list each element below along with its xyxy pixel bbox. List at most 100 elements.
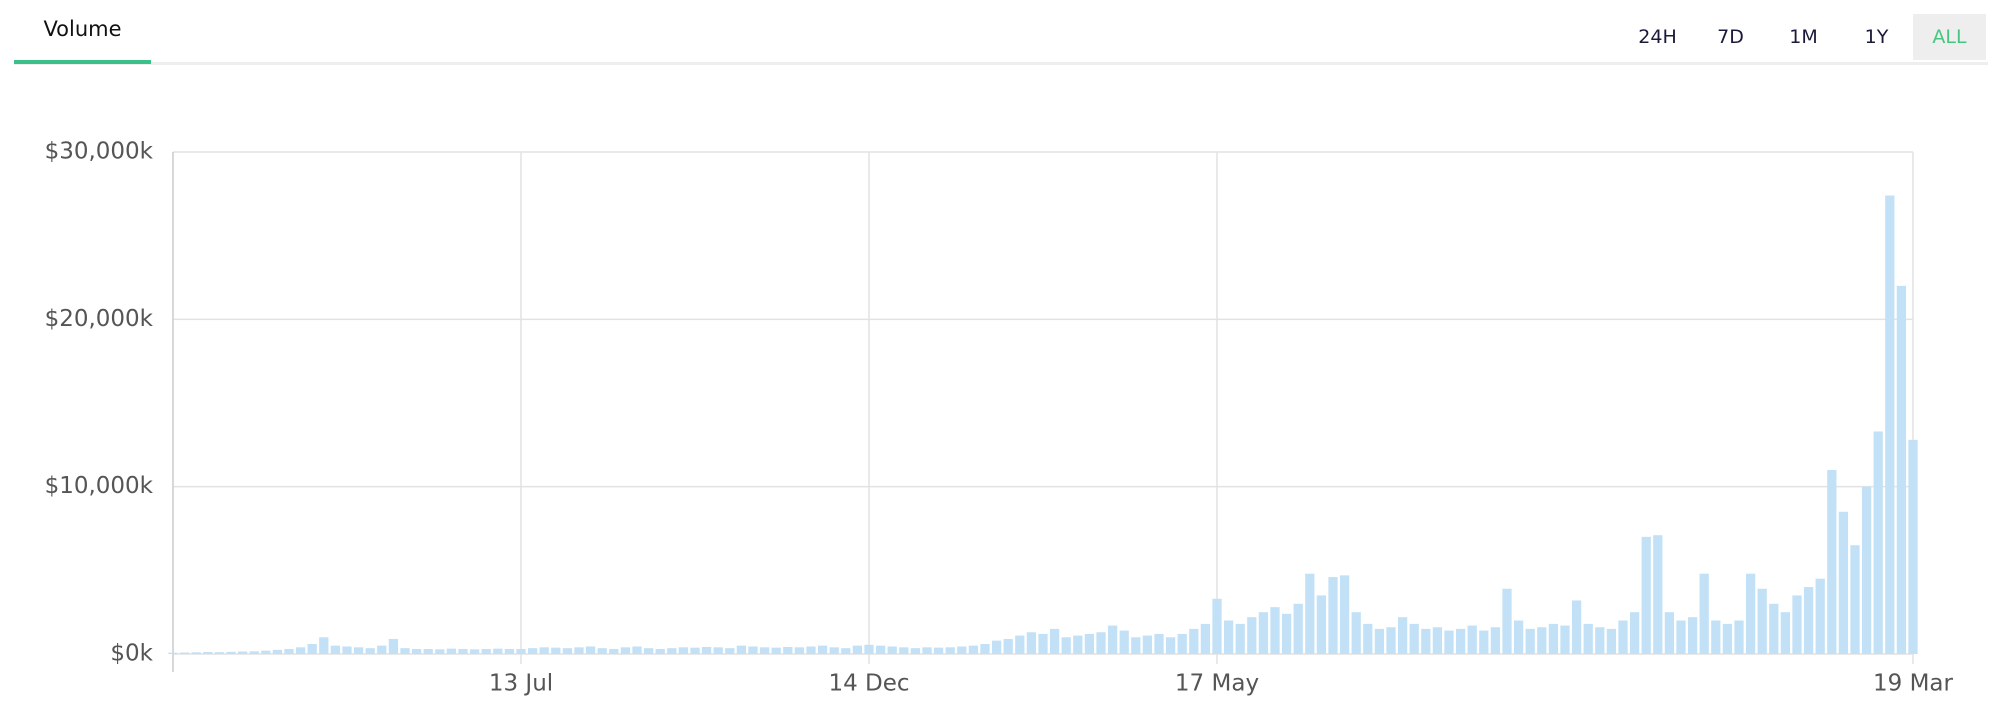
bar xyxy=(899,647,909,654)
bar xyxy=(1467,625,1477,654)
bar xyxy=(701,646,712,654)
bar xyxy=(1409,623,1419,654)
bar xyxy=(620,647,631,654)
bar xyxy=(585,646,596,654)
bar xyxy=(1571,600,1582,654)
y-tick-label: $20,000k xyxy=(45,306,154,332)
x-tick-label: 14 Dec xyxy=(828,671,909,697)
bar xyxy=(713,647,723,654)
bar xyxy=(1247,617,1257,654)
bar xyxy=(214,652,225,654)
bar xyxy=(968,645,979,654)
bar xyxy=(365,648,375,654)
bar xyxy=(1455,628,1466,654)
bar xyxy=(1861,486,1872,654)
bar xyxy=(179,652,190,654)
bar xyxy=(1711,620,1721,654)
x-tick-label: 17 May xyxy=(1175,671,1259,697)
bar xyxy=(435,649,445,654)
bar xyxy=(783,646,793,654)
bar xyxy=(829,647,839,654)
bar xyxy=(957,646,967,654)
bar xyxy=(342,646,352,654)
bar xyxy=(1745,573,1756,654)
bar xyxy=(400,648,410,654)
bar xyxy=(690,647,700,654)
bar xyxy=(539,647,549,654)
bar xyxy=(377,645,387,654)
bar xyxy=(1873,431,1883,654)
bar xyxy=(388,638,399,654)
bar xyxy=(1641,536,1651,654)
bar xyxy=(504,648,515,654)
tab[interactable]: Volume xyxy=(14,0,151,64)
bar xyxy=(1339,575,1350,654)
bar xyxy=(1653,535,1663,654)
bar xyxy=(1885,195,1895,655)
bar xyxy=(980,643,990,654)
y-tick-label: $30,000k xyxy=(45,139,154,165)
bar xyxy=(1757,588,1767,654)
bar xyxy=(1606,628,1617,654)
bar xyxy=(1026,632,1037,654)
range-button[interactable]: 7D xyxy=(1717,26,1744,48)
bar xyxy=(1096,632,1106,654)
bar xyxy=(1629,612,1640,654)
bar xyxy=(1165,637,1176,654)
bar xyxy=(875,645,886,654)
bar xyxy=(1803,587,1814,654)
bar xyxy=(1281,613,1292,654)
range-button[interactable]: 1Y xyxy=(1864,26,1889,48)
bar xyxy=(1548,623,1559,654)
bar xyxy=(991,640,1002,654)
range-button[interactable]: ALL xyxy=(1913,14,1986,60)
bar xyxy=(1850,545,1860,654)
bar xyxy=(1734,620,1744,654)
bar xyxy=(1502,588,1512,654)
bar xyxy=(864,644,874,654)
bar xyxy=(353,647,364,654)
bar xyxy=(562,648,573,654)
bar xyxy=(655,648,665,654)
bar xyxy=(330,645,341,654)
bar xyxy=(945,647,955,654)
bar xyxy=(1827,469,1837,654)
bar xyxy=(1595,627,1605,654)
bar xyxy=(632,646,642,654)
bar xyxy=(1699,573,1709,654)
range-button[interactable]: 1M xyxy=(1789,26,1818,48)
bar xyxy=(597,648,607,654)
bar xyxy=(643,648,654,654)
bar xyxy=(1618,620,1628,654)
bar xyxy=(1479,630,1489,654)
bar xyxy=(1142,635,1153,654)
bar xyxy=(551,647,561,654)
bar xyxy=(481,648,491,654)
range-button[interactable]: 24H xyxy=(1638,26,1677,48)
bar xyxy=(1792,595,1802,654)
bar xyxy=(237,651,248,654)
bar xyxy=(1049,628,1060,654)
bar xyxy=(922,647,932,654)
bar xyxy=(1003,638,1013,654)
bar xyxy=(933,647,944,654)
bar xyxy=(1560,625,1570,654)
bar xyxy=(1270,607,1280,654)
bar xyxy=(667,648,677,654)
bar xyxy=(1107,625,1118,654)
bar xyxy=(1235,623,1245,654)
bar xyxy=(1722,623,1733,654)
bar xyxy=(1200,623,1211,654)
bar xyxy=(226,651,236,654)
y-tick-label: $0k xyxy=(110,641,153,667)
bar xyxy=(261,650,271,654)
bar xyxy=(411,648,422,654)
bar xyxy=(516,648,526,654)
bar xyxy=(1223,620,1234,654)
bar xyxy=(1374,628,1385,654)
bar xyxy=(1293,603,1303,654)
bar xyxy=(736,645,747,654)
bar xyxy=(1513,620,1524,654)
bar xyxy=(794,647,805,654)
